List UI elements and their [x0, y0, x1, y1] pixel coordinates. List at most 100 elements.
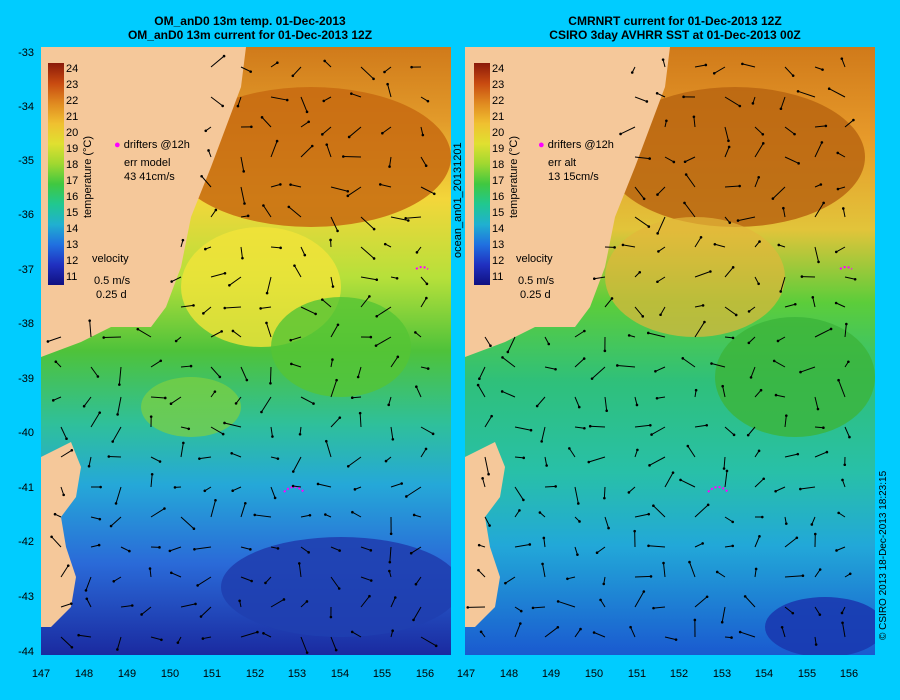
x-tick: 151 [202, 668, 222, 680]
velocity-arrowhead [329, 238, 332, 242]
velocity-arrow [300, 121, 309, 128]
velocity-arrowhead [481, 477, 484, 480]
velocity-arrow [60, 426, 67, 439]
velocity-arrow [653, 505, 666, 518]
velocity-arrowhead [681, 357, 685, 360]
velocity-arrow [634, 186, 645, 200]
velocity-arrow [836, 246, 846, 253]
drifter-marker-icon: ● [538, 139, 545, 151]
velocity-arrow [390, 597, 396, 608]
velocity-arrow [300, 306, 316, 315]
velocity-arrow [657, 186, 666, 195]
velocity-arrow [682, 357, 696, 368]
velocity-arrow [120, 605, 133, 608]
right-cb-tick: 22 [492, 95, 505, 107]
velocity-arrowhead [291, 484, 295, 488]
velocity-arrowhead [415, 385, 418, 388]
velocity-arrow [330, 546, 340, 552]
velocity-arrowhead [835, 549, 838, 552]
velocity-arrowhead [168, 549, 172, 553]
velocity-arrowhead [412, 618, 415, 622]
velocity-arrowhead [683, 160, 687, 164]
velocity-arrowhead [490, 414, 493, 418]
velocity-arrow [648, 332, 666, 338]
velocity-arrowhead [102, 336, 106, 339]
velocity-arrow [634, 306, 644, 317]
velocity-arrowhead [522, 456, 526, 460]
velocity-arrowhead [308, 513, 312, 517]
velocity-arrow [543, 537, 546, 548]
velocity-arrow [261, 396, 272, 413]
velocity-arrowhead [246, 214, 250, 218]
velocity-arrowhead [840, 57, 844, 60]
velocity-arrow [202, 636, 212, 640]
velocity-arrow [330, 324, 339, 338]
velocity-arrowhead [400, 482, 403, 485]
right-velocity-time: 0.25 d [520, 289, 551, 301]
right-map-panel [465, 47, 875, 655]
velocity-arrowhead [837, 511, 840, 515]
velocity-arrow [240, 366, 248, 381]
velocity-arrowhead [279, 246, 282, 250]
velocity-arrowhead [671, 471, 675, 474]
velocity-arrowhead [230, 452, 233, 455]
velocity-arrowhead [324, 513, 327, 516]
velocity-arrowhead [200, 174, 203, 178]
velocity-arrowhead [813, 532, 817, 536]
velocity-arrowhead [331, 358, 334, 361]
velocity-arrowhead [800, 275, 804, 278]
velocity-arrowhead [728, 221, 732, 224]
velocity-arrowhead [841, 621, 844, 625]
velocity-arrow [574, 358, 585, 368]
x-tick: 149 [117, 668, 137, 680]
velocity-arrowhead [780, 625, 784, 629]
velocity-arrow [514, 456, 524, 459]
velocity-arrowhead [847, 360, 850, 364]
velocity-arrow [724, 306, 737, 316]
velocity-arrow [784, 66, 794, 77]
velocity-arrowhead [665, 119, 668, 123]
velocity-arrow [664, 636, 677, 641]
left-velocity-label: velocity [92, 253, 129, 265]
velocity-arrowhead [825, 450, 829, 454]
velocity-arrowhead [305, 600, 309, 603]
velocity-arrowhead [757, 449, 761, 453]
velocity-arrowhead [736, 219, 740, 222]
velocity-arrow [330, 380, 338, 398]
velocity-arrowhead [99, 485, 102, 489]
velocity-arrowhead [776, 339, 780, 343]
velocity-arrow [351, 93, 362, 98]
right-err-label: err alt [548, 157, 577, 169]
left-cb-tick: 11 [66, 271, 78, 283]
velocity-arrowhead [337, 587, 341, 590]
velocity-arrowhead [220, 330, 223, 333]
velocity-arrow [663, 562, 666, 578]
velocity-arrow [784, 303, 796, 308]
velocity-arrowhead [754, 567, 758, 571]
velocity-arrowhead [777, 243, 781, 247]
velocity-arrowhead [98, 517, 102, 521]
velocity-arrow [574, 426, 585, 429]
velocity-arrowhead [350, 396, 354, 400]
velocity-arrowhead [648, 464, 651, 467]
drifter-track [839, 266, 853, 270]
velocity-arrowhead [535, 404, 539, 408]
velocity-arrow [360, 595, 370, 608]
velocity-arrowhead [648, 157, 651, 160]
velocity-arrowhead [234, 402, 238, 405]
right-cb-tick: 20 [492, 127, 505, 139]
velocity-arrowhead [342, 155, 345, 158]
velocity-arrow [657, 216, 666, 234]
velocity-arrowhead [375, 278, 379, 282]
velocity-arrowhead [223, 421, 226, 425]
velocity-arrow [292, 66, 302, 77]
velocity-arrow [656, 92, 666, 98]
velocity-arrowhead [488, 524, 491, 527]
velocity-arrowhead [259, 307, 262, 310]
drifter-marker-icon: ● [114, 139, 121, 151]
velocity-arrowhead [163, 507, 166, 510]
velocity-arrowhead [335, 378, 338, 382]
velocity-arrowhead [727, 139, 730, 143]
velocity-arrowhead [262, 632, 265, 635]
velocity-arrowhead [291, 74, 295, 78]
